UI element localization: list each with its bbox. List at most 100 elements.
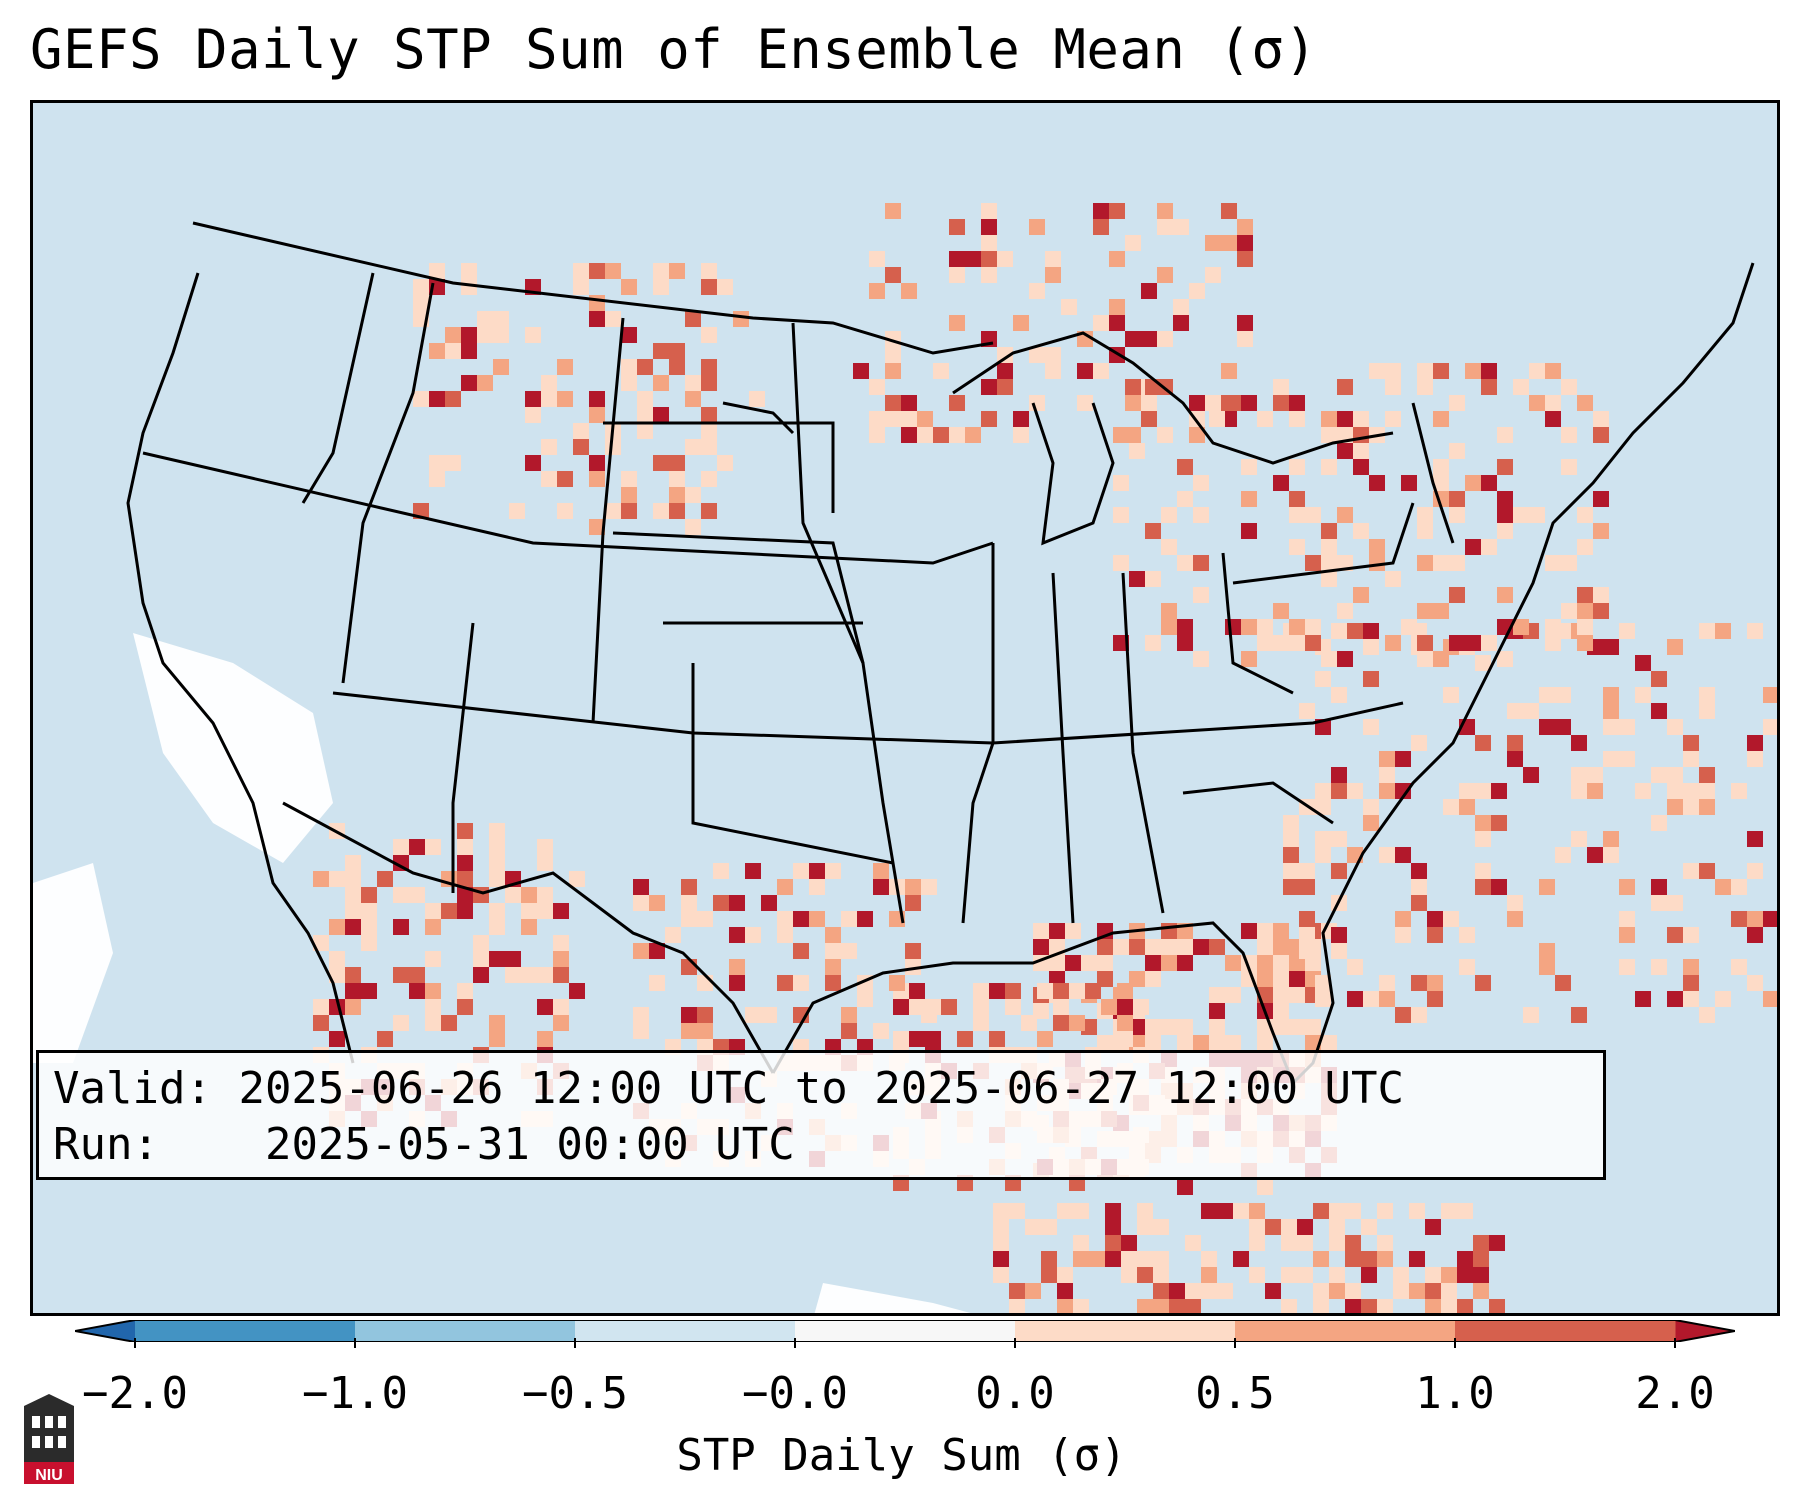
anomaly-cell [1097,939,1113,955]
state-line [1182,781,1334,825]
anomaly-cell [1249,1203,1265,1219]
anomaly-cell [1201,1203,1217,1219]
anomaly-cell [621,471,637,487]
anomaly-cell [1449,635,1465,651]
anomaly-cell [1497,427,1513,443]
anomaly-cell [697,911,713,927]
anomaly-cell [1177,635,1193,651]
anomaly-cell [553,1015,569,1031]
anomaly-cell [637,359,653,375]
anomaly-cell [1457,1315,1473,1316]
anomaly-cell [409,967,425,983]
anomaly-cell [393,887,409,903]
anomaly-cell [605,439,621,455]
anomaly-cell [653,263,669,279]
anomaly-cell [313,871,329,887]
anomaly-cell [1475,655,1491,671]
anomaly-cell [1393,1283,1409,1299]
anomaly-cell [993,1267,1009,1283]
anomaly-cell [1441,1267,1457,1283]
anomaly-cell [521,919,537,935]
anomaly-cell [525,407,541,423]
anomaly-cell [1401,475,1417,491]
anomaly-cell [1481,363,1497,379]
anomaly-cell [825,959,841,975]
anomaly-cell [1209,939,1225,955]
anomaly-cell [1731,879,1747,895]
anomaly-cell [777,911,793,927]
anomaly-cell [1497,587,1513,603]
valid-value: 2025-06-26 12:00 UTC to 2025-06-27 12:00… [238,1063,1405,1114]
anomaly-cell [1497,491,1513,507]
anomaly-cell [589,295,605,311]
anomaly-cell [1193,475,1209,491]
anomaly-cell [345,919,361,935]
anomaly-cell [1177,1179,1193,1195]
anomaly-cell [1241,395,1257,411]
anomaly-cell [981,251,997,267]
anomaly-cell [429,471,445,487]
anomaly-cell [537,999,553,1015]
anomaly-cell [1205,395,1221,411]
anomaly-cell [717,279,733,295]
anomaly-cell [1411,735,1427,751]
anomaly-cell [1417,363,1433,379]
anomaly-cell [1667,799,1683,815]
anomaly-cell [1475,735,1491,751]
colorbar-segment [795,1320,1016,1342]
anomaly-cell [1593,411,1609,427]
anomaly-cell [1459,783,1475,799]
anomaly-cell [541,439,557,455]
anomaly-cell [1449,587,1465,603]
anomaly-cell [1169,1299,1185,1313]
anomaly-cell [1289,619,1305,635]
anomaly-cell [1331,767,1347,783]
anomaly-cell [1133,999,1149,1015]
anomaly-cell [1763,687,1777,703]
anomaly-cell [669,343,685,359]
anomaly-cell [1121,1267,1137,1283]
anomaly-cell [1465,363,1481,379]
anomaly-cell [1153,1251,1169,1267]
anomaly-cell [917,411,933,427]
anomaly-cell [313,935,329,951]
anomaly-cell [413,295,429,311]
anomaly-cell [993,1203,1009,1219]
anomaly-cell [1177,939,1193,955]
anomaly-cell [509,503,525,519]
anomaly-cell [505,951,521,967]
anomaly-cell [1237,219,1253,235]
anomaly-cell [1337,411,1353,427]
anomaly-cell [1225,955,1241,971]
anomaly-cell [1651,895,1667,911]
anomaly-cell [669,503,685,519]
anomaly-cell [1029,347,1045,363]
anomaly-cell [445,391,461,407]
anomaly-cell [653,279,669,295]
anomaly-cell [777,975,793,991]
anomaly-cell [1329,1283,1345,1299]
anomaly-cell [1651,879,1667,895]
anomaly-cell [1667,927,1683,943]
anomaly-cell [1093,203,1109,219]
anomaly-cell [653,407,669,423]
anomaly-cell [1379,783,1395,799]
colorbar-tick-mark [1234,1338,1236,1348]
anomaly-cell [1363,719,1379,735]
anomaly-cell [1225,1035,1241,1051]
anomaly-cell [1459,959,1475,975]
anomaly-cell [445,327,461,343]
anomaly-cell [1121,1251,1137,1267]
anomaly-cell [1125,331,1141,347]
run-row: Run: 2025-05-31 00:00 UTC [53,1117,1589,1173]
anomaly-cell [1289,395,1305,411]
anomaly-cell [1185,1283,1201,1299]
anomaly-cell [873,879,889,895]
anomaly-cell [1433,555,1449,571]
gulf-atlantic-coast [771,262,1755,1086]
anomaly-cell [1153,1267,1169,1283]
anomaly-cell [1347,959,1363,975]
anomaly-cell [1619,751,1635,767]
anomaly-cell [1331,783,1347,799]
anomaly-cell [1475,815,1491,831]
